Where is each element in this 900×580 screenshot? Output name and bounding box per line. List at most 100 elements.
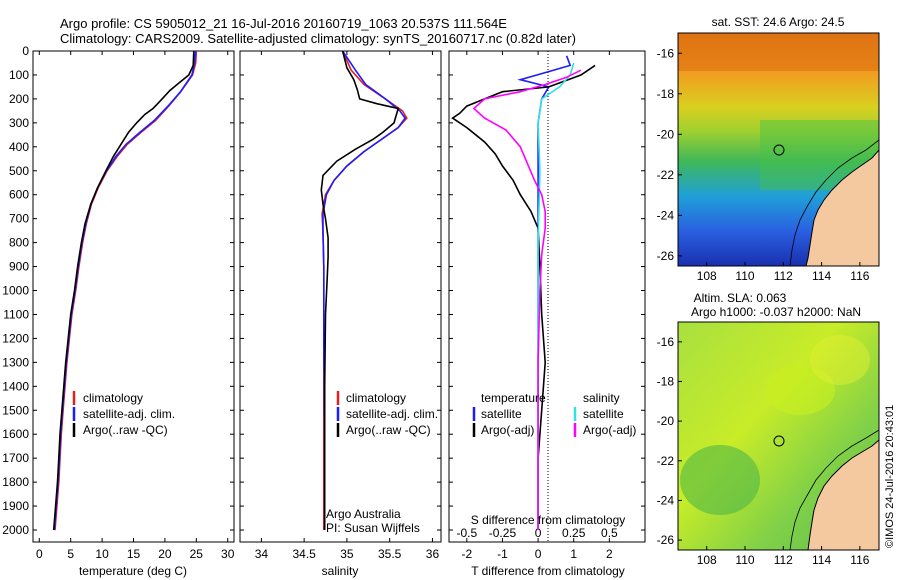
y-tick-label: 600 bbox=[9, 188, 29, 202]
y-tick-label: 1600 bbox=[2, 427, 29, 441]
map-y-tick-label: -16 bbox=[657, 46, 675, 60]
s-tick-label: 0.25 bbox=[562, 526, 586, 540]
series-argo-raw-qc- bbox=[320, 50, 400, 530]
legend-climatology: climatology bbox=[83, 391, 143, 405]
x-tick-label: 0 bbox=[36, 547, 43, 561]
map-y-tick-label: -26 bbox=[657, 249, 675, 263]
legend-s-argo: Argo(-adj) bbox=[583, 423, 636, 437]
y-tick-label: 1900 bbox=[2, 499, 29, 513]
y-tick-label: 1100 bbox=[3, 307, 29, 321]
x-tick-label: 35.5 bbox=[378, 547, 402, 561]
x-tick-label: 30 bbox=[221, 547, 235, 561]
argo-location-marker bbox=[773, 435, 785, 447]
y-tick-label: 1000 bbox=[2, 284, 29, 298]
coast-contour bbox=[789, 139, 879, 266]
temperature-axes bbox=[32, 50, 235, 543]
legend-t-argo: Argo(-adj) bbox=[481, 423, 534, 437]
series-temperature-argo-adj- bbox=[451, 64, 596, 530]
salinity-series bbox=[320, 50, 408, 530]
x-tick-label: -1 bbox=[497, 547, 508, 561]
legend-climatology: climatology bbox=[346, 391, 406, 405]
difference-legend-salinity: salinity satellite Argo(-adj) bbox=[573, 391, 636, 437]
s-difference-label: S difference from climatology bbox=[471, 513, 626, 527]
x-tick-label: -2 bbox=[461, 547, 472, 561]
s-tick-label: 0.5 bbox=[601, 526, 618, 540]
sla-map: Altim. SLA: 0.063 Argo h1000: -0.037 h20… bbox=[657, 291, 880, 567]
header-line1: Argo profile: CS 5905012_21 16-Jul-2016 … bbox=[60, 16, 507, 31]
header-line2: Climatology: CARS2009. Satellite-adjuste… bbox=[60, 31, 576, 46]
x-tick-label: 36 bbox=[426, 547, 440, 561]
difference-panel: -2 -1 0 1 2 -0.5 -0.25 0 0.25 0.5 S difference fr… bbox=[448, 50, 646, 578]
map-y-tick-label: -18 bbox=[657, 374, 675, 388]
series-argo-raw-qc- bbox=[52, 50, 195, 531]
sst-map: sat. SST: 24.6 Argo: 24.5 108 110 112 114 11… bbox=[657, 15, 880, 283]
salinity-x-axis: 34 34.5 35 35.5 36 bbox=[255, 51, 440, 561]
note-argo-australia: Argo Australia bbox=[326, 507, 401, 521]
y-tick-label: 1400 bbox=[2, 379, 29, 393]
y-tick-label: 1700 bbox=[2, 451, 29, 465]
y-tick-label: 700 bbox=[9, 212, 29, 226]
t-difference-label: T difference from climatology bbox=[471, 564, 625, 578]
series-satellite-adj-clim- bbox=[322, 50, 407, 530]
legend-temperature-title: temperature bbox=[481, 391, 546, 405]
sst-map-frame bbox=[677, 32, 880, 267]
map-y-tick-label: -26 bbox=[657, 533, 675, 547]
temperature-series bbox=[52, 50, 198, 531]
salinity-xlabel: salinity bbox=[322, 564, 359, 578]
map-y-tick-label: -18 bbox=[657, 87, 675, 101]
argo-location-marker bbox=[773, 144, 785, 156]
legend-argo: Argo(..raw -QC) bbox=[83, 423, 168, 437]
map-y-tick-label: -24 bbox=[657, 208, 675, 222]
x-tick-label: 2 bbox=[606, 547, 613, 561]
sst-map-ticks: 108 110 112 114 116 -16 -18 -20 -22 -24 -26 bbox=[657, 46, 870, 283]
x-tick-label: 34.5 bbox=[292, 547, 316, 561]
sla-patch-3 bbox=[810, 335, 870, 385]
salinity-axes bbox=[239, 50, 442, 543]
sst-map-title: sat. SST: 24.6 Argo: 24.5 bbox=[712, 15, 845, 29]
difference-x-axis: -2 -1 0 1 2 -0.5 -0.25 0 0.25 0.5 bbox=[456, 51, 618, 561]
series-salinity-argo-adj- bbox=[472, 69, 582, 530]
map-x-tick-label: 116 bbox=[850, 553, 869, 567]
map-y-tick-label: -24 bbox=[657, 493, 675, 507]
s-tick-label: -0.25 bbox=[489, 526, 517, 540]
y-tick-label: 500 bbox=[9, 164, 29, 178]
map-y-tick-label: -20 bbox=[657, 127, 675, 141]
sla-map-title2: Argo h1000: -0.037 h2000: NaN bbox=[691, 305, 861, 319]
s-tick-label: 0 bbox=[535, 526, 542, 540]
map-x-tick-label: 112 bbox=[774, 553, 793, 567]
map-x-tick-label: 114 bbox=[812, 269, 831, 283]
s-tick-label: -0.5 bbox=[456, 526, 477, 540]
salinity-depth-ticks bbox=[240, 50, 441, 531]
sla-map-ticks: 108 110 112 114 116 -16 -18 -20 -22 -24 -26 bbox=[657, 335, 870, 567]
depth-axis: 0 100 200 300 400 500 600 700 800 900 1000 1100 1200… bbox=[2, 44, 234, 537]
map-x-tick-label: 114 bbox=[812, 553, 831, 567]
y-tick-label: 400 bbox=[9, 140, 29, 154]
y-tick-label: 1800 bbox=[2, 475, 29, 489]
x-tick-label: 0 bbox=[535, 547, 542, 561]
salinity-legend: climatology satellite-adj. clim. Argo(..… bbox=[336, 391, 438, 437]
temperature-x-axis: 0 5 10 15 20 25 30 bbox=[36, 51, 235, 561]
legend-s-satellite: satellite bbox=[583, 407, 624, 421]
y-tick-label: 100 bbox=[9, 68, 29, 82]
imos-footer: ©IMOS 24-Jul-2016 20:43:01 bbox=[884, 405, 896, 548]
land bbox=[807, 439, 879, 550]
salinity-panel: 34 34.5 35 35.5 36 salinity climatology sate… bbox=[239, 50, 442, 578]
legend-argo: Argo(..raw -QC) bbox=[346, 423, 431, 437]
map-x-tick-label: 112 bbox=[774, 269, 793, 283]
difference-legend-temperature: temperature satellite Argo(-adj) bbox=[472, 391, 546, 437]
y-tick-label: 900 bbox=[9, 260, 29, 274]
map-x-tick-label: 108 bbox=[697, 553, 717, 567]
legend-satellite: satellite-adj. clim. bbox=[346, 407, 438, 421]
sst-warm-patch bbox=[678, 33, 879, 71]
legend-salinity-title: salinity bbox=[583, 391, 620, 405]
sla-patch-2 bbox=[765, 365, 835, 415]
difference-axes bbox=[448, 50, 646, 543]
temperature-panel: 0100200300400500600700800900100011001200… bbox=[2, 44, 234, 578]
legend-t-satellite: satellite bbox=[481, 407, 522, 421]
map-x-tick-label: 116 bbox=[850, 269, 869, 283]
temperature-legend: climatology satellite-adj. clim. Argo(..… bbox=[72, 391, 175, 437]
y-tick-label: 0 bbox=[22, 44, 29, 58]
x-tick-label: 35 bbox=[340, 547, 354, 561]
x-tick-label: 20 bbox=[158, 547, 172, 561]
